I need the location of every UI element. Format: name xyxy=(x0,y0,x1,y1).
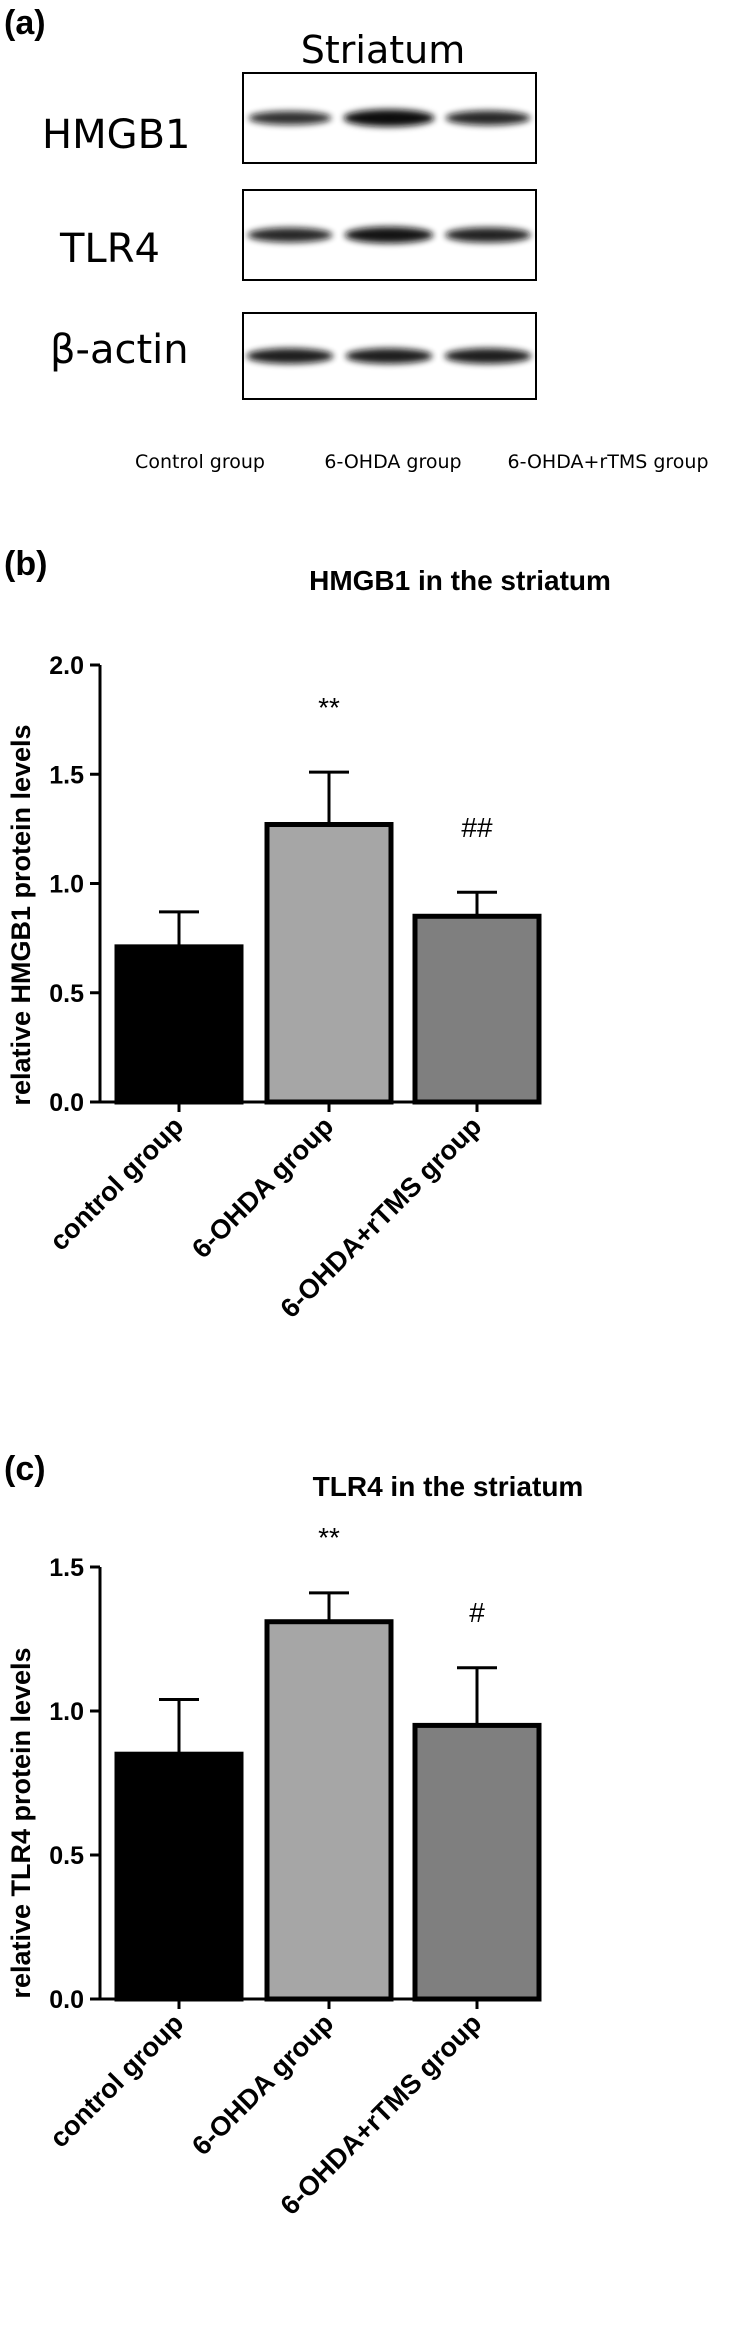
chart-b-title: HMGB1 in the striatum xyxy=(309,565,611,596)
blot-label-tlr4: TLR4 xyxy=(59,226,160,272)
chart-b-ytick-label: 0.0 xyxy=(49,1089,84,1117)
chart-b-ytick-label: 0.5 xyxy=(49,980,84,1008)
blot-band-hmgb1-3 xyxy=(445,110,531,126)
panel-a: (a) Striatum HMGB1 TLR4 β-actin Control … xyxy=(4,4,709,473)
chart-c-ytick-label: 1.5 xyxy=(49,1554,84,1582)
blot-band-tlr4-2 xyxy=(344,226,434,244)
lane-label-6ohda-rtms: 6-OHDA+rTMS group xyxy=(507,451,708,473)
blot-band-hmgb1-1 xyxy=(248,111,332,125)
chart-c-bar-2 xyxy=(264,1619,394,2002)
chart-c-bar-1 xyxy=(114,1751,244,2002)
chart-c-ytick-label: 0.5 xyxy=(49,1842,84,1870)
chart-c-ytick-label: 1.0 xyxy=(49,1698,84,1726)
blot-band-hmgb1-2 xyxy=(343,109,435,127)
chart-b-category-label: control group xyxy=(44,1111,189,1256)
blot-title: Striatum xyxy=(301,28,466,72)
chart-c-ylabel: relative TLR4 protein levels xyxy=(6,1647,36,1998)
blot-band-beta-actin-1 xyxy=(246,348,334,364)
chart-c-bar-3 xyxy=(412,1722,542,2002)
blot-label-hmgb1: HMGB1 xyxy=(42,112,190,158)
panel-b-chart: (b) HMGB1 in the striatum relative HMGB1… xyxy=(4,545,611,1324)
chart-b-bar-1 xyxy=(114,944,244,1105)
chart-b-ylabel: relative HMGB1 protein levels xyxy=(6,724,36,1105)
chart-c-ytick-label: 0.0 xyxy=(49,1986,84,2014)
chart-b-ytick-label: 2.0 xyxy=(49,652,84,680)
chart-b-category-label: 6-OHDA group xyxy=(186,1111,339,1264)
blot-band-beta-actin-2 xyxy=(345,348,433,364)
chart-c-title: TLR4 in the striatum xyxy=(313,1471,584,1502)
chart-b-bar-3 xyxy=(412,913,542,1105)
blot-band-beta-actin-3 xyxy=(444,348,532,364)
chart-b-significance-label: ** xyxy=(318,692,340,723)
chart-b-ytick-label: 1.0 xyxy=(49,871,84,899)
blot-label-beta-actin: β-actin xyxy=(50,327,189,373)
panel-b-letter: (b) xyxy=(4,545,47,583)
panel-c-chart: (c) TLR4 in the striatum relative TLR4 p… xyxy=(4,1450,583,2221)
panel-c-letter: (c) xyxy=(4,1450,46,1488)
chart-b-significance-label: ## xyxy=(461,812,493,843)
blot-band-tlr4-3 xyxy=(445,227,531,243)
chart-b-ytick-label: 1.5 xyxy=(49,761,84,789)
lane-label-control: Control group xyxy=(135,451,265,473)
chart-c-category-label: 6-OHDA group xyxy=(186,2008,339,2161)
lane-label-6ohda: 6-OHDA group xyxy=(324,451,461,473)
chart-c-significance-label: ** xyxy=(318,1522,340,1553)
chart-b-bar-2 xyxy=(264,822,394,1105)
chart-c-category-label: control group xyxy=(44,2008,189,2153)
panel-a-letter: (a) xyxy=(4,4,46,42)
blot-rows xyxy=(242,72,537,400)
blot-band-tlr4-1 xyxy=(247,227,333,243)
chart-c-significance-label: # xyxy=(469,1597,485,1628)
